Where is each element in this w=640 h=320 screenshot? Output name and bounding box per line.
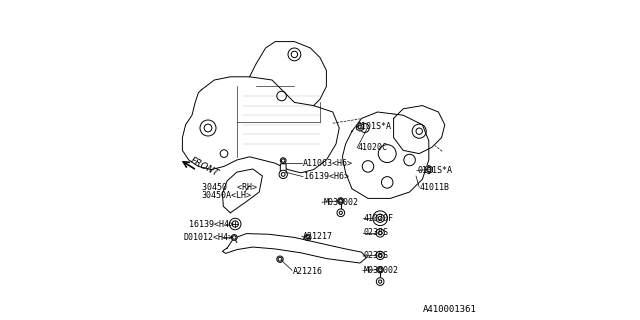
- Text: 0101S*A: 0101S*A: [357, 122, 392, 131]
- Circle shape: [305, 234, 311, 241]
- Circle shape: [232, 235, 237, 240]
- Text: 0101S*A: 0101S*A: [418, 166, 452, 175]
- Text: 30450A<LH>: 30450A<LH>: [202, 191, 252, 200]
- Circle shape: [377, 267, 383, 273]
- Circle shape: [337, 209, 344, 217]
- FancyBboxPatch shape: [280, 164, 286, 174]
- Text: 41020C: 41020C: [358, 143, 388, 152]
- Text: FRONT: FRONT: [189, 156, 220, 178]
- Circle shape: [280, 158, 286, 164]
- Text: A410001361: A410001361: [423, 305, 477, 314]
- Text: 41020F: 41020F: [364, 214, 394, 223]
- Circle shape: [338, 198, 344, 204]
- Polygon shape: [342, 112, 429, 198]
- Circle shape: [277, 256, 283, 262]
- Text: A21216: A21216: [292, 267, 323, 276]
- Polygon shape: [223, 169, 262, 213]
- Circle shape: [230, 218, 241, 230]
- Circle shape: [376, 251, 384, 260]
- Circle shape: [376, 229, 384, 237]
- Text: M030002: M030002: [323, 198, 358, 207]
- Text: 0238S: 0238S: [364, 252, 388, 260]
- Polygon shape: [425, 165, 433, 174]
- Circle shape: [372, 211, 388, 226]
- Text: A21217: A21217: [302, 232, 332, 241]
- Polygon shape: [182, 77, 339, 173]
- Text: A11063<H6>: A11063<H6>: [302, 159, 353, 168]
- Text: 30450  <RH>: 30450 <RH>: [202, 183, 257, 192]
- Text: 41011B: 41011B: [420, 183, 450, 192]
- Text: 0238S: 0238S: [364, 228, 388, 237]
- Circle shape: [279, 170, 287, 179]
- Circle shape: [376, 278, 384, 285]
- Polygon shape: [223, 234, 366, 263]
- Text: D01012<H4>: D01012<H4>: [184, 233, 234, 242]
- Text: 16139<H6>: 16139<H6>: [304, 172, 349, 181]
- Polygon shape: [394, 106, 445, 154]
- Text: 16139<H4>: 16139<H4>: [189, 220, 234, 229]
- Polygon shape: [250, 42, 326, 106]
- Polygon shape: [356, 123, 364, 131]
- Text: M030002: M030002: [364, 266, 399, 275]
